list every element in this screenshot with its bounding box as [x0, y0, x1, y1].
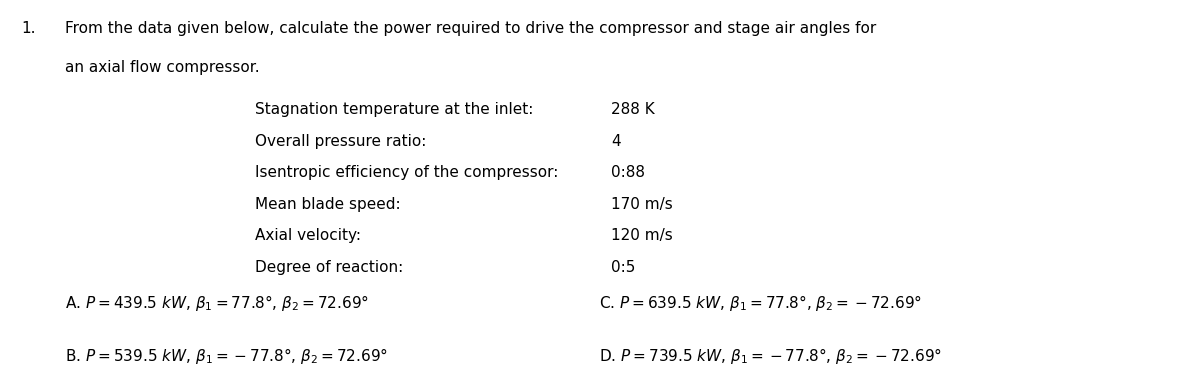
Text: 1.: 1. — [21, 21, 36, 36]
Text: Isentropic efficiency of the compressor:: Isentropic efficiency of the compressor: — [255, 165, 559, 180]
Text: Mean blade speed:: Mean blade speed: — [255, 197, 401, 212]
Text: 288 K: 288 K — [611, 102, 655, 117]
Text: D. $P = 739.5\ kW$, $\beta_1 = -77.8°$, $\beta_2 = -72.69°$: D. $P = 739.5\ kW$, $\beta_1 = -77.8°$, … — [599, 346, 942, 367]
Text: 170 m/s: 170 m/s — [611, 197, 673, 212]
Text: 4: 4 — [611, 134, 621, 149]
Text: 0:5: 0:5 — [611, 260, 636, 275]
Text: C. $P = 639.5\ kW$, $\beta_1 = 77.8°$, $\beta_2 = -72.69°$: C. $P = 639.5\ kW$, $\beta_1 = 77.8°$, $… — [599, 293, 922, 313]
Text: 120 m/s: 120 m/s — [611, 228, 673, 243]
Text: From the data given below, calculate the power required to drive the compressor : From the data given below, calculate the… — [65, 21, 876, 36]
Text: Degree of reaction:: Degree of reaction: — [255, 260, 404, 275]
Text: Overall pressure ratio:: Overall pressure ratio: — [255, 134, 426, 149]
Text: Stagnation temperature at the inlet:: Stagnation temperature at the inlet: — [255, 102, 534, 117]
Text: an axial flow compressor.: an axial flow compressor. — [65, 60, 260, 75]
Text: Axial velocity:: Axial velocity: — [255, 228, 361, 243]
Text: A. $P = 439.5\ kW$, $\beta_1 = 77.8°$, $\beta_2 = 72.69°$: A. $P = 439.5\ kW$, $\beta_1 = 77.8°$, $… — [65, 293, 369, 313]
Text: B. $P = 539.5\ kW$, $\beta_1 = -77.8°$, $\beta_2 = 72.69°$: B. $P = 539.5\ kW$, $\beta_1 = -77.8°$, … — [65, 346, 388, 367]
Text: 0:88: 0:88 — [611, 165, 646, 180]
